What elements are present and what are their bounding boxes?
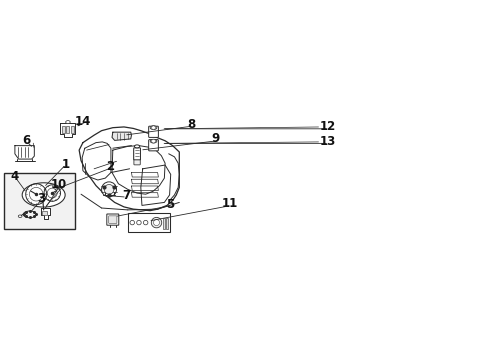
Circle shape (104, 184, 114, 194)
Polygon shape (61, 123, 75, 138)
FancyBboxPatch shape (148, 140, 158, 151)
Bar (70, 126, 74, 132)
Text: 3: 3 (37, 192, 45, 205)
Text: 11: 11 (222, 197, 238, 210)
Text: 4: 4 (11, 170, 19, 183)
Bar (165, 218, 168, 229)
FancyBboxPatch shape (106, 214, 119, 225)
Circle shape (151, 217, 162, 228)
Text: 2: 2 (106, 160, 114, 173)
Circle shape (102, 182, 116, 197)
Bar (41, 211, 47, 215)
Polygon shape (15, 146, 34, 159)
Text: 7: 7 (122, 189, 130, 202)
Circle shape (143, 220, 147, 225)
FancyBboxPatch shape (134, 149, 140, 165)
FancyBboxPatch shape (133, 148, 140, 160)
Text: 1: 1 (62, 158, 70, 171)
Bar (163, 218, 165, 229)
Bar (66, 126, 69, 132)
Ellipse shape (150, 126, 157, 130)
Bar (128, 213, 169, 232)
Text: 5: 5 (166, 198, 174, 211)
FancyBboxPatch shape (108, 216, 117, 223)
Polygon shape (112, 132, 131, 140)
Text: 6: 6 (22, 134, 30, 147)
Text: 14: 14 (75, 115, 91, 128)
Text: 9: 9 (211, 132, 219, 145)
Text: 10: 10 (50, 178, 66, 192)
Bar (4, 172, 75, 229)
Text: 12: 12 (319, 121, 335, 134)
Circle shape (151, 126, 155, 130)
Ellipse shape (22, 183, 65, 207)
Ellipse shape (150, 139, 157, 143)
Circle shape (137, 220, 141, 225)
Bar (61, 126, 65, 132)
Circle shape (151, 139, 155, 143)
Polygon shape (41, 208, 50, 219)
Circle shape (153, 220, 159, 226)
Circle shape (130, 220, 134, 225)
Polygon shape (79, 127, 179, 211)
Ellipse shape (134, 145, 140, 148)
Ellipse shape (65, 121, 70, 123)
FancyBboxPatch shape (148, 126, 158, 138)
Text: 13: 13 (319, 135, 335, 148)
Text: 8: 8 (187, 118, 195, 131)
